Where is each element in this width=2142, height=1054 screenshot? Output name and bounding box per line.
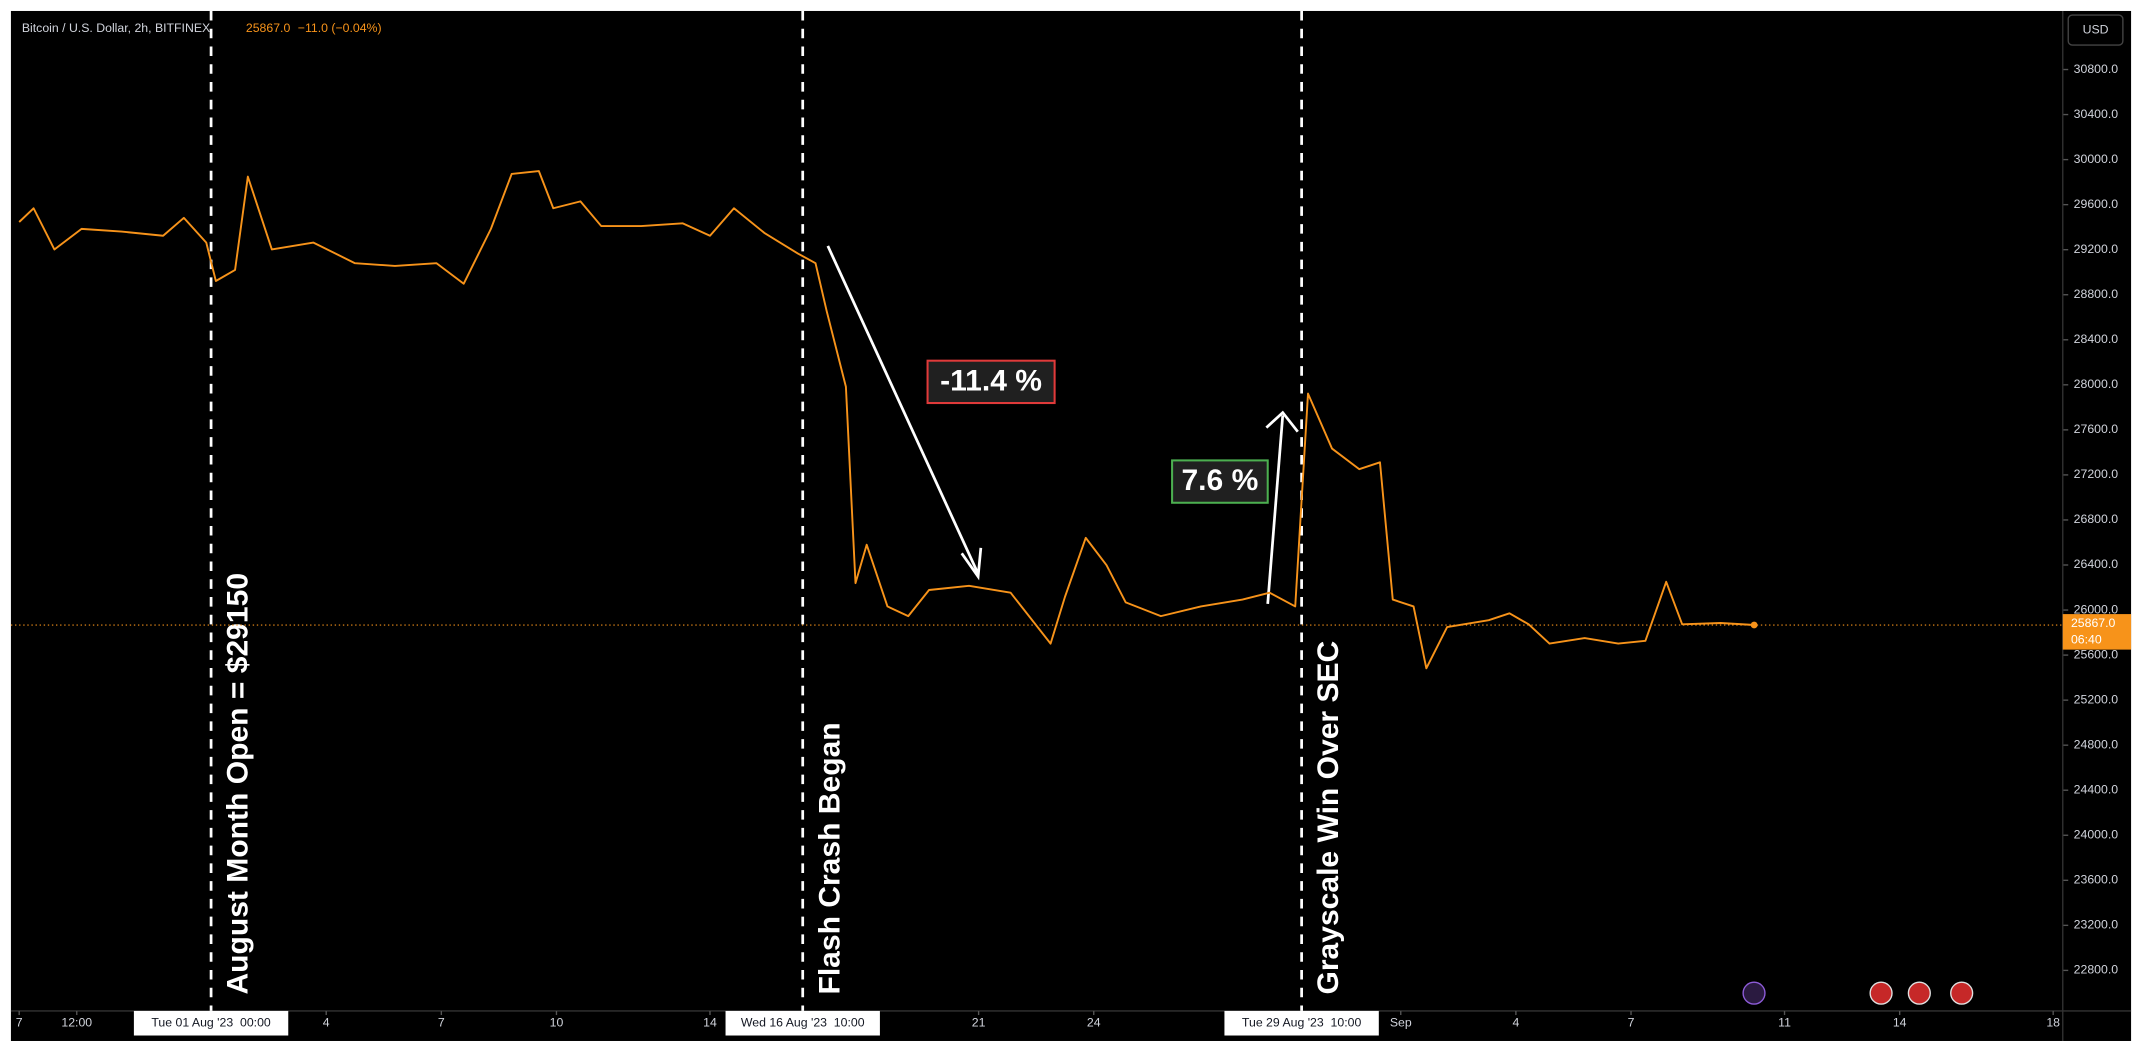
last-point: [1750, 621, 1758, 629]
event-markers: Tue 01 Aug '23 00:00 August Month Open = …: [133, 10, 1379, 1036]
event-date-box: [133, 1010, 289, 1036]
event-date-label: Wed 16 Aug '23 10:00: [741, 1015, 865, 1029]
rise-label: 7.6 %: [1181, 464, 1258, 497]
event-annotation: August Month Open = $29150: [222, 573, 255, 995]
y-tick-label: 30000.0: [2074, 152, 2119, 166]
background: [10, 10, 2132, 1041]
x-tick-label: 18: [2046, 1015, 2060, 1029]
event-icon[interactable]: [1907, 981, 1931, 1005]
event-date-box: [1224, 1010, 1379, 1036]
y-tick-label: 28000.0: [2074, 377, 2119, 391]
y-tick-label: 28800.0: [2074, 287, 2119, 301]
drop-label: -11.4 %: [940, 364, 1042, 397]
y-tick-label: 24800.0: [2074, 737, 2119, 751]
event-annotation: Flash Crash Began: [813, 722, 846, 994]
drop-box: [926, 359, 1056, 405]
event-date-label: Tue 01 Aug '23 00:00: [151, 1015, 271, 1029]
event-icon[interactable]: [1742, 981, 1766, 1005]
y-tick-label: 26000.0: [2074, 602, 2119, 616]
arrow-head: [960, 547, 983, 581]
y-tick-label: 25200.0: [2074, 692, 2119, 706]
y-tick-label: 28400.0: [2074, 332, 2119, 346]
y-tick-label: 27200.0: [2074, 467, 2119, 481]
y-tick-label: 27600.0: [2074, 422, 2119, 436]
y-tick-label: 23200.0: [2074, 918, 2119, 932]
x-tick-label: 7: [438, 1015, 445, 1029]
y-tick-label: 29200.0: [2074, 242, 2119, 256]
event-icon[interactable]: [1869, 981, 1893, 1005]
currency-button[interactable]: [2067, 14, 2124, 46]
down-arrow: [826, 245, 980, 575]
last-price-label: 25867.0: [2071, 616, 2116, 630]
x-tick-label: 21: [972, 1015, 986, 1029]
last-price-tag: [2062, 614, 2132, 650]
rise-box: [1171, 459, 1269, 504]
header-price: 25867.0: [246, 21, 291, 35]
y-tick-label: 24000.0: [2074, 828, 2119, 842]
y-tick-label: 29600.0: [2074, 197, 2119, 211]
arrows: [826, 245, 1299, 604]
y-tick-label: 23600.0: [2074, 873, 2119, 887]
x-tick-label: 12:00: [61, 1015, 92, 1029]
y-tick-label: 26400.0: [2074, 557, 2119, 571]
x-tick-label: Sep: [1390, 1015, 1412, 1029]
currency-label[interactable]: USD: [2083, 22, 2109, 36]
event-date-label: Tue 29 Aug '23 10:00: [1242, 1015, 1362, 1029]
price-line: [18, 170, 1755, 670]
x-tick-label: 10: [550, 1015, 564, 1029]
x-tick-label: 24: [1087, 1015, 1101, 1029]
y-tick-label: 26800.0: [2074, 512, 2119, 526]
x-tick-label: 14: [703, 1015, 717, 1029]
x-tick-label: 14: [1893, 1015, 1907, 1029]
header-title: Bitcoin / U.S. Dollar, 2h, BITFINEX: [22, 21, 210, 35]
event-annotation: Grayscale Win Over SEC: [1312, 641, 1345, 995]
x-tick-label: 4: [323, 1015, 330, 1029]
x-tick-label: 11: [1778, 1015, 1791, 1029]
arrow-head: [1265, 410, 1299, 433]
header-change: −11.0 (−0.04%): [298, 21, 382, 35]
y-tick-label: 22800.0: [2074, 963, 2119, 977]
up-arrow: [1266, 415, 1285, 604]
y-tick-label: 30400.0: [2074, 107, 2119, 121]
event-icon[interactable]: [1950, 981, 1974, 1005]
y-tick-label: 24400.0: [2074, 782, 2119, 796]
countdown-label: 06:40: [2071, 632, 2102, 646]
y-tick-label: 30800.0: [2074, 62, 2119, 76]
x-tick-label: 7: [16, 1015, 23, 1029]
y-tick-label: 25600.0: [2074, 647, 2119, 661]
event-date-box: [725, 1010, 880, 1036]
x-tick-label: 4: [1512, 1015, 1519, 1029]
x-tick-label: 7: [1628, 1015, 1635, 1029]
